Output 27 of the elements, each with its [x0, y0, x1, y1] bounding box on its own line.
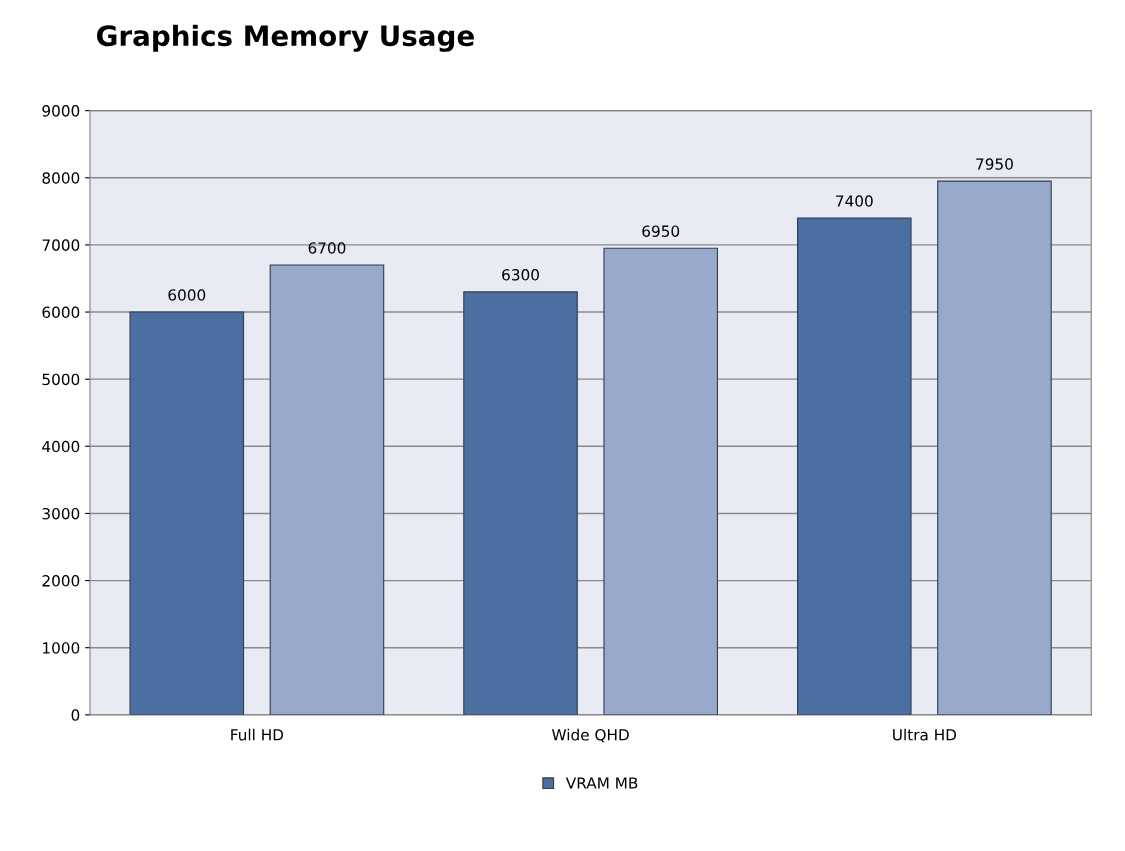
x-tick-label: Wide QHD: [552, 728, 629, 743]
bar: [937, 180, 1052, 715]
y-tick-label: 7000: [42, 239, 80, 251]
data-label: 7400: [836, 195, 873, 207]
y-tick-label: 5000: [42, 373, 80, 386]
legend-label: VRAM MB: [565, 777, 638, 789]
data-label: 6000: [168, 289, 206, 301]
data-label: 6700: [308, 242, 346, 254]
x-tick-label: Ultra HD: [893, 728, 957, 741]
y-tick-label: 4000: [42, 440, 80, 453]
y-tick-label: 0: [71, 709, 80, 721]
y-tick-label: 6000: [42, 306, 80, 319]
bar: [796, 217, 912, 715]
y-tick-label: 2000: [42, 575, 80, 587]
y-tick-label: 9000: [42, 105, 80, 117]
bar: [269, 264, 385, 715]
data-label: 7950: [976, 158, 1013, 170]
data-label: 6300: [502, 269, 539, 281]
y-tick-label: 3000: [42, 507, 80, 520]
bar: [129, 311, 245, 715]
data-label: 6950: [642, 225, 680, 237]
x-tick-label: Full HD: [231, 728, 284, 741]
y-tick-label: 8000: [42, 172, 80, 184]
y-tick-label: 1000: [43, 642, 80, 654]
chart-title: Graphics Memory Usage: [97, 24, 474, 52]
bar: [603, 247, 719, 715]
bar: [463, 291, 578, 715]
